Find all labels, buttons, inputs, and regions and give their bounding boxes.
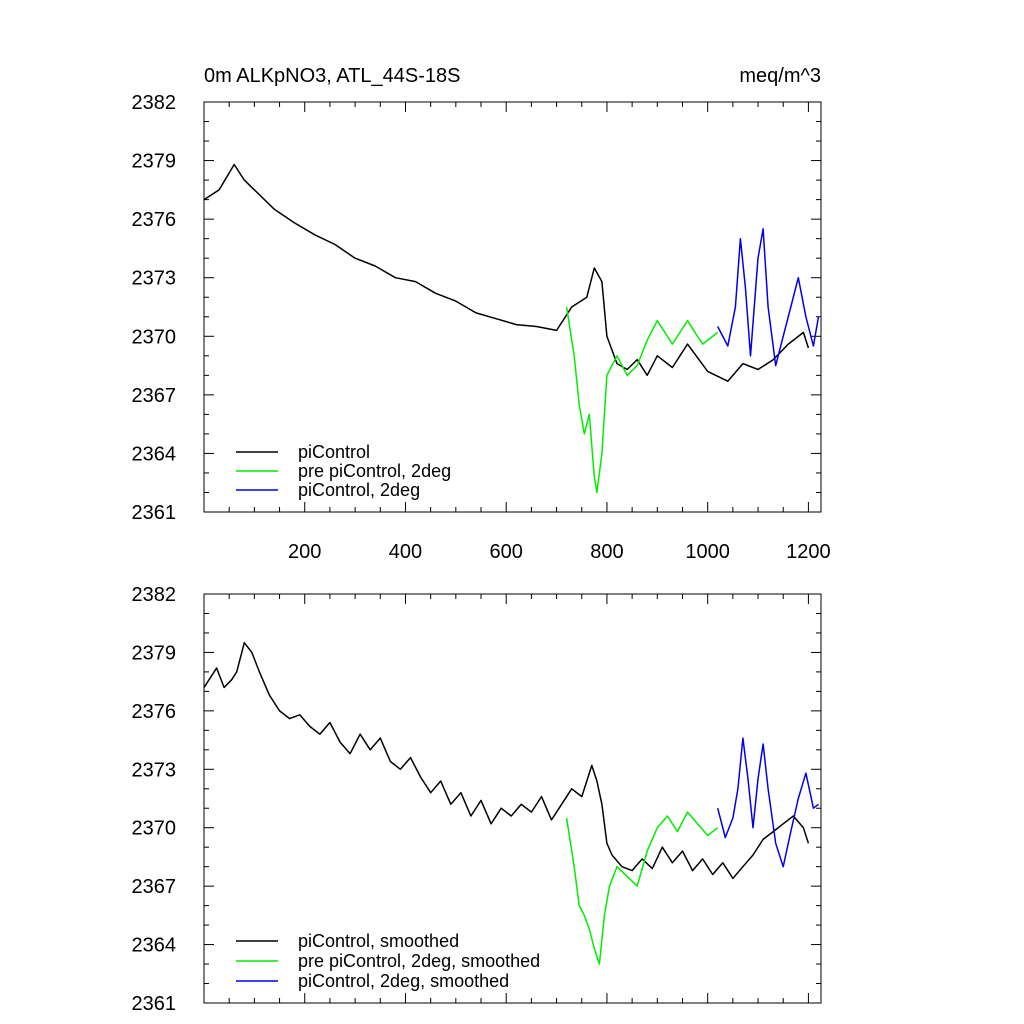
plot-frame	[203, 101, 822, 513]
x-tick-label: 400	[389, 541, 422, 563]
series-line-picontrol-2deg-smoothed	[716, 737, 819, 868]
legend-label: piControl, smoothed	[298, 931, 459, 951]
legend-label: pre piControl, 2deg	[298, 461, 451, 481]
y-tick-label: 2373	[132, 759, 177, 781]
chart-title: 0m ALKpNO3, ATL_44S-18S	[204, 65, 460, 87]
top-panel: 2361 2364 2367 2370 2373 2376 2379 2382 200 400 60…	[132, 92, 831, 563]
x-tick-label: 1000	[685, 541, 730, 563]
y-tick-label: 2376	[132, 209, 177, 231]
legend-label: piControl, 2deg, smoothed	[298, 971, 509, 991]
y-tick-label: 2382	[132, 92, 177, 114]
y-tick-label: 2382	[132, 584, 177, 606]
legend-label: piControl, 2deg	[298, 480, 420, 500]
units-label: meq/m^3	[739, 65, 821, 87]
x-tick-label: 600	[490, 541, 523, 563]
y-tick-label: 2364	[132, 443, 177, 465]
y-tick-label: 2373	[132, 268, 177, 290]
legend-label: pre piControl, 2deg, smoothed	[298, 951, 540, 971]
y-tick-label: 2370	[132, 326, 177, 348]
x-tick-label: 800	[590, 541, 623, 563]
series-line-picontrol-smoothed	[203, 641, 810, 880]
series-line-pre-picontrol-2deg	[565, 306, 719, 494]
y-tick-label: 2370	[132, 818, 177, 840]
y-tick-label: 2379	[132, 642, 177, 664]
y-tick-label: 2379	[132, 151, 177, 173]
y-tick-label: 2367	[132, 385, 177, 407]
y-tick-label: 2367	[132, 876, 177, 898]
series-line-picontrol	[203, 163, 810, 382]
legend-label: piControl	[298, 442, 370, 462]
plot-frame	[203, 593, 822, 1004]
y-tick-label: 2361	[132, 502, 177, 524]
x-tick-label: 1200	[786, 541, 831, 563]
bottom-panel: 2361 2364 2367 2370 2373 2376 2379 2382 piContro…	[132, 584, 822, 1015]
y-tick-label: 2361	[132, 993, 177, 1015]
y-tick-label: 2376	[132, 701, 177, 723]
series-line-picontrol-2deg	[717, 228, 820, 367]
y-tick-label: 2364	[132, 935, 177, 957]
series-line-pre-picontrol-2deg-smoothed	[565, 811, 719, 965]
x-tick-label: 200	[288, 541, 321, 563]
